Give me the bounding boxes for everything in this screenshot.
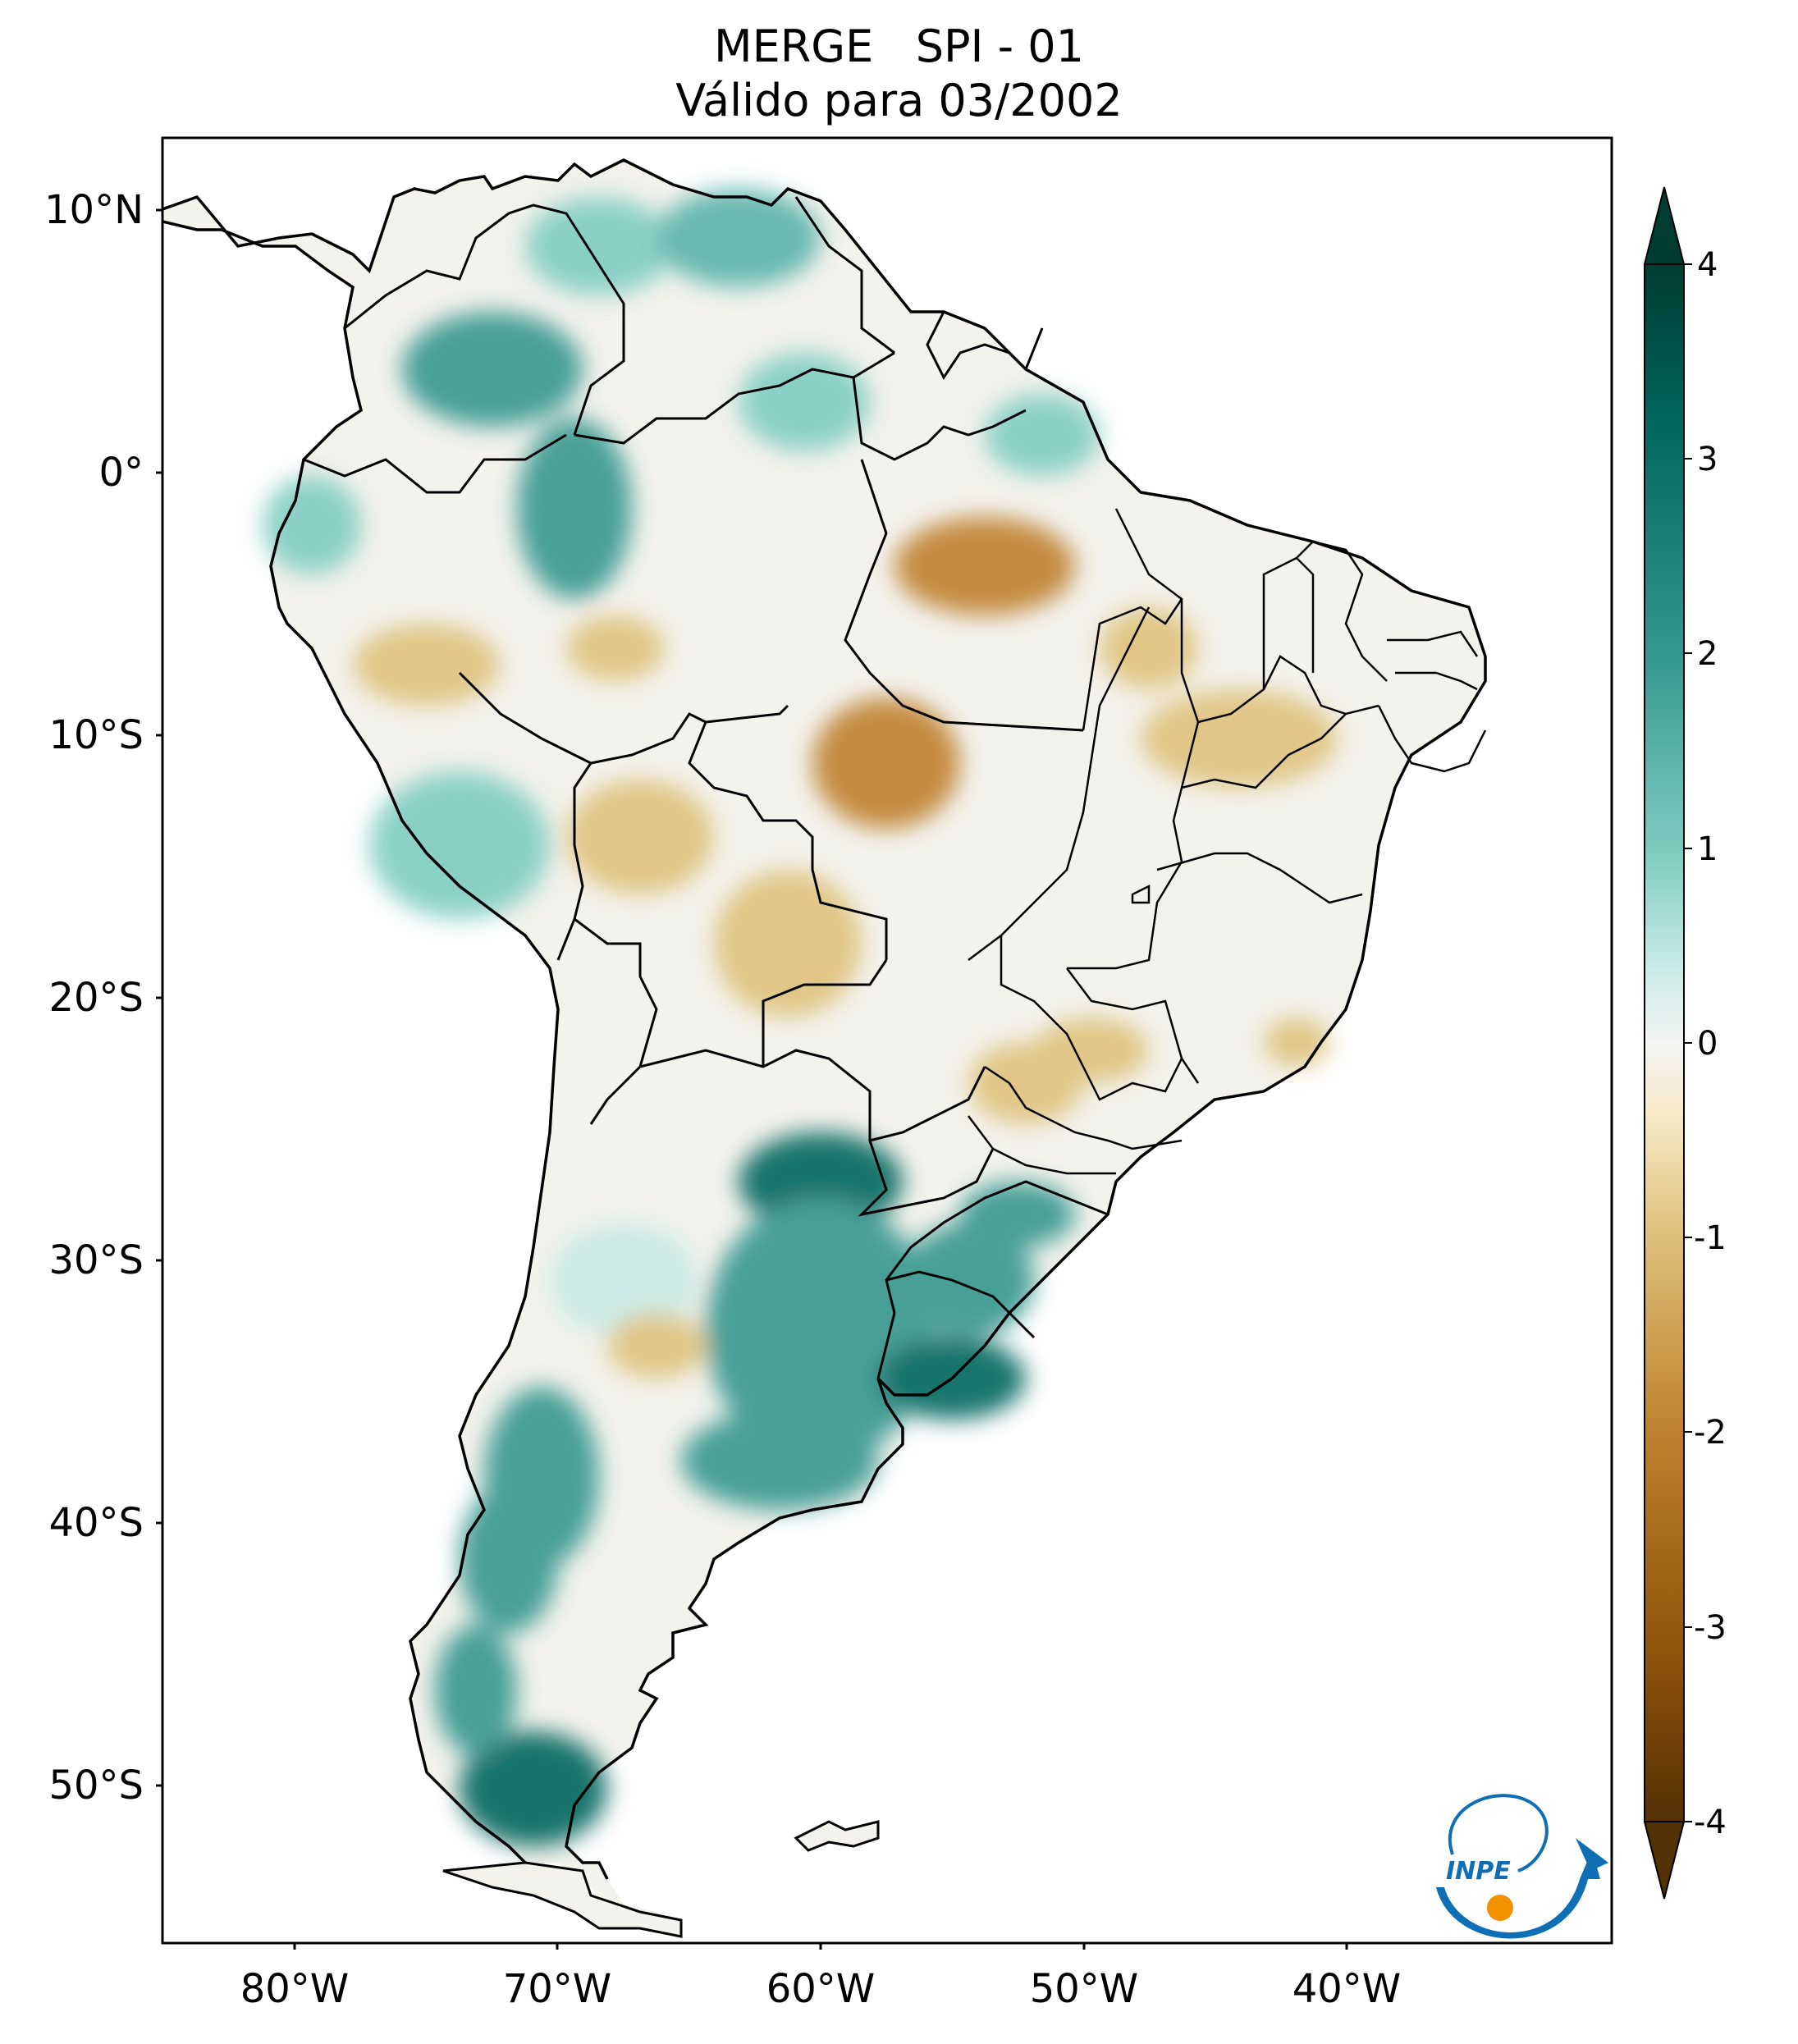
inpe-logo-text: INPE xyxy=(1446,1857,1511,1886)
falkland-islands xyxy=(794,1820,880,1852)
lat-tick-label: 10°N xyxy=(44,187,144,233)
lat-tick-label: 10°S xyxy=(48,712,144,758)
lat-tick-label: 20°S xyxy=(48,975,144,1021)
map-subtitle: Válido para 03/2002 xyxy=(675,75,1123,126)
country-borders xyxy=(303,196,1109,1379)
colorbar-tick-label: -4 xyxy=(1694,1804,1727,1841)
lon-tick-label: 80°W xyxy=(240,1966,350,2012)
lat-tick-label: 40°S xyxy=(48,1500,144,1546)
colorbar-tick-label: 3 xyxy=(1697,441,1718,478)
coastline xyxy=(162,158,1487,1880)
latitude-axis: 10°N 0° 10°S 20°S 30°S 40°S 50°S xyxy=(44,187,162,1809)
lat-tick-label: 50°S xyxy=(48,1763,144,1809)
lon-tick-label: 70°W xyxy=(503,1966,612,2012)
colorbar-gradient xyxy=(1644,263,1685,1822)
inpe-logo: INPE xyxy=(1436,1794,1608,1939)
colorbar-tick-label: 1 xyxy=(1697,830,1718,868)
lat-tick-label: 0° xyxy=(98,450,144,496)
tierra-del-fuego xyxy=(443,1863,681,1937)
colorbar-extend-max xyxy=(1643,186,1686,265)
colorbar-tick-label: 2 xyxy=(1697,635,1718,673)
longitude-axis: 80°W 70°W 60°W 50°W 40°W xyxy=(240,1943,1402,2012)
colorbar-tick-label: 0 xyxy=(1697,1025,1718,1063)
tierra-del-fuego-outline xyxy=(442,1861,683,1938)
colorbar-extend-min xyxy=(1643,1821,1686,1900)
lon-tick-label: 50°W xyxy=(1030,1966,1139,2012)
colorbar-tick-label: -3 xyxy=(1694,1609,1727,1647)
colorbar-tick-label: 4 xyxy=(1697,246,1718,284)
colorbar-tick-label: -2 xyxy=(1694,1414,1727,1452)
map-frame xyxy=(161,136,1613,1945)
lon-tick-label: 40°W xyxy=(1292,1966,1402,2012)
lon-tick-label: 60°W xyxy=(766,1966,876,2012)
state-borders xyxy=(968,508,1487,1175)
lat-tick-label: 30°S xyxy=(48,1237,144,1283)
colorbar: 4 3 2 1 0 -1 -2 -3 -4 xyxy=(1643,186,1727,1900)
colorbar-tick-label: -1 xyxy=(1694,1219,1727,1257)
map-title: MERGE SPI - 01 xyxy=(714,21,1084,72)
